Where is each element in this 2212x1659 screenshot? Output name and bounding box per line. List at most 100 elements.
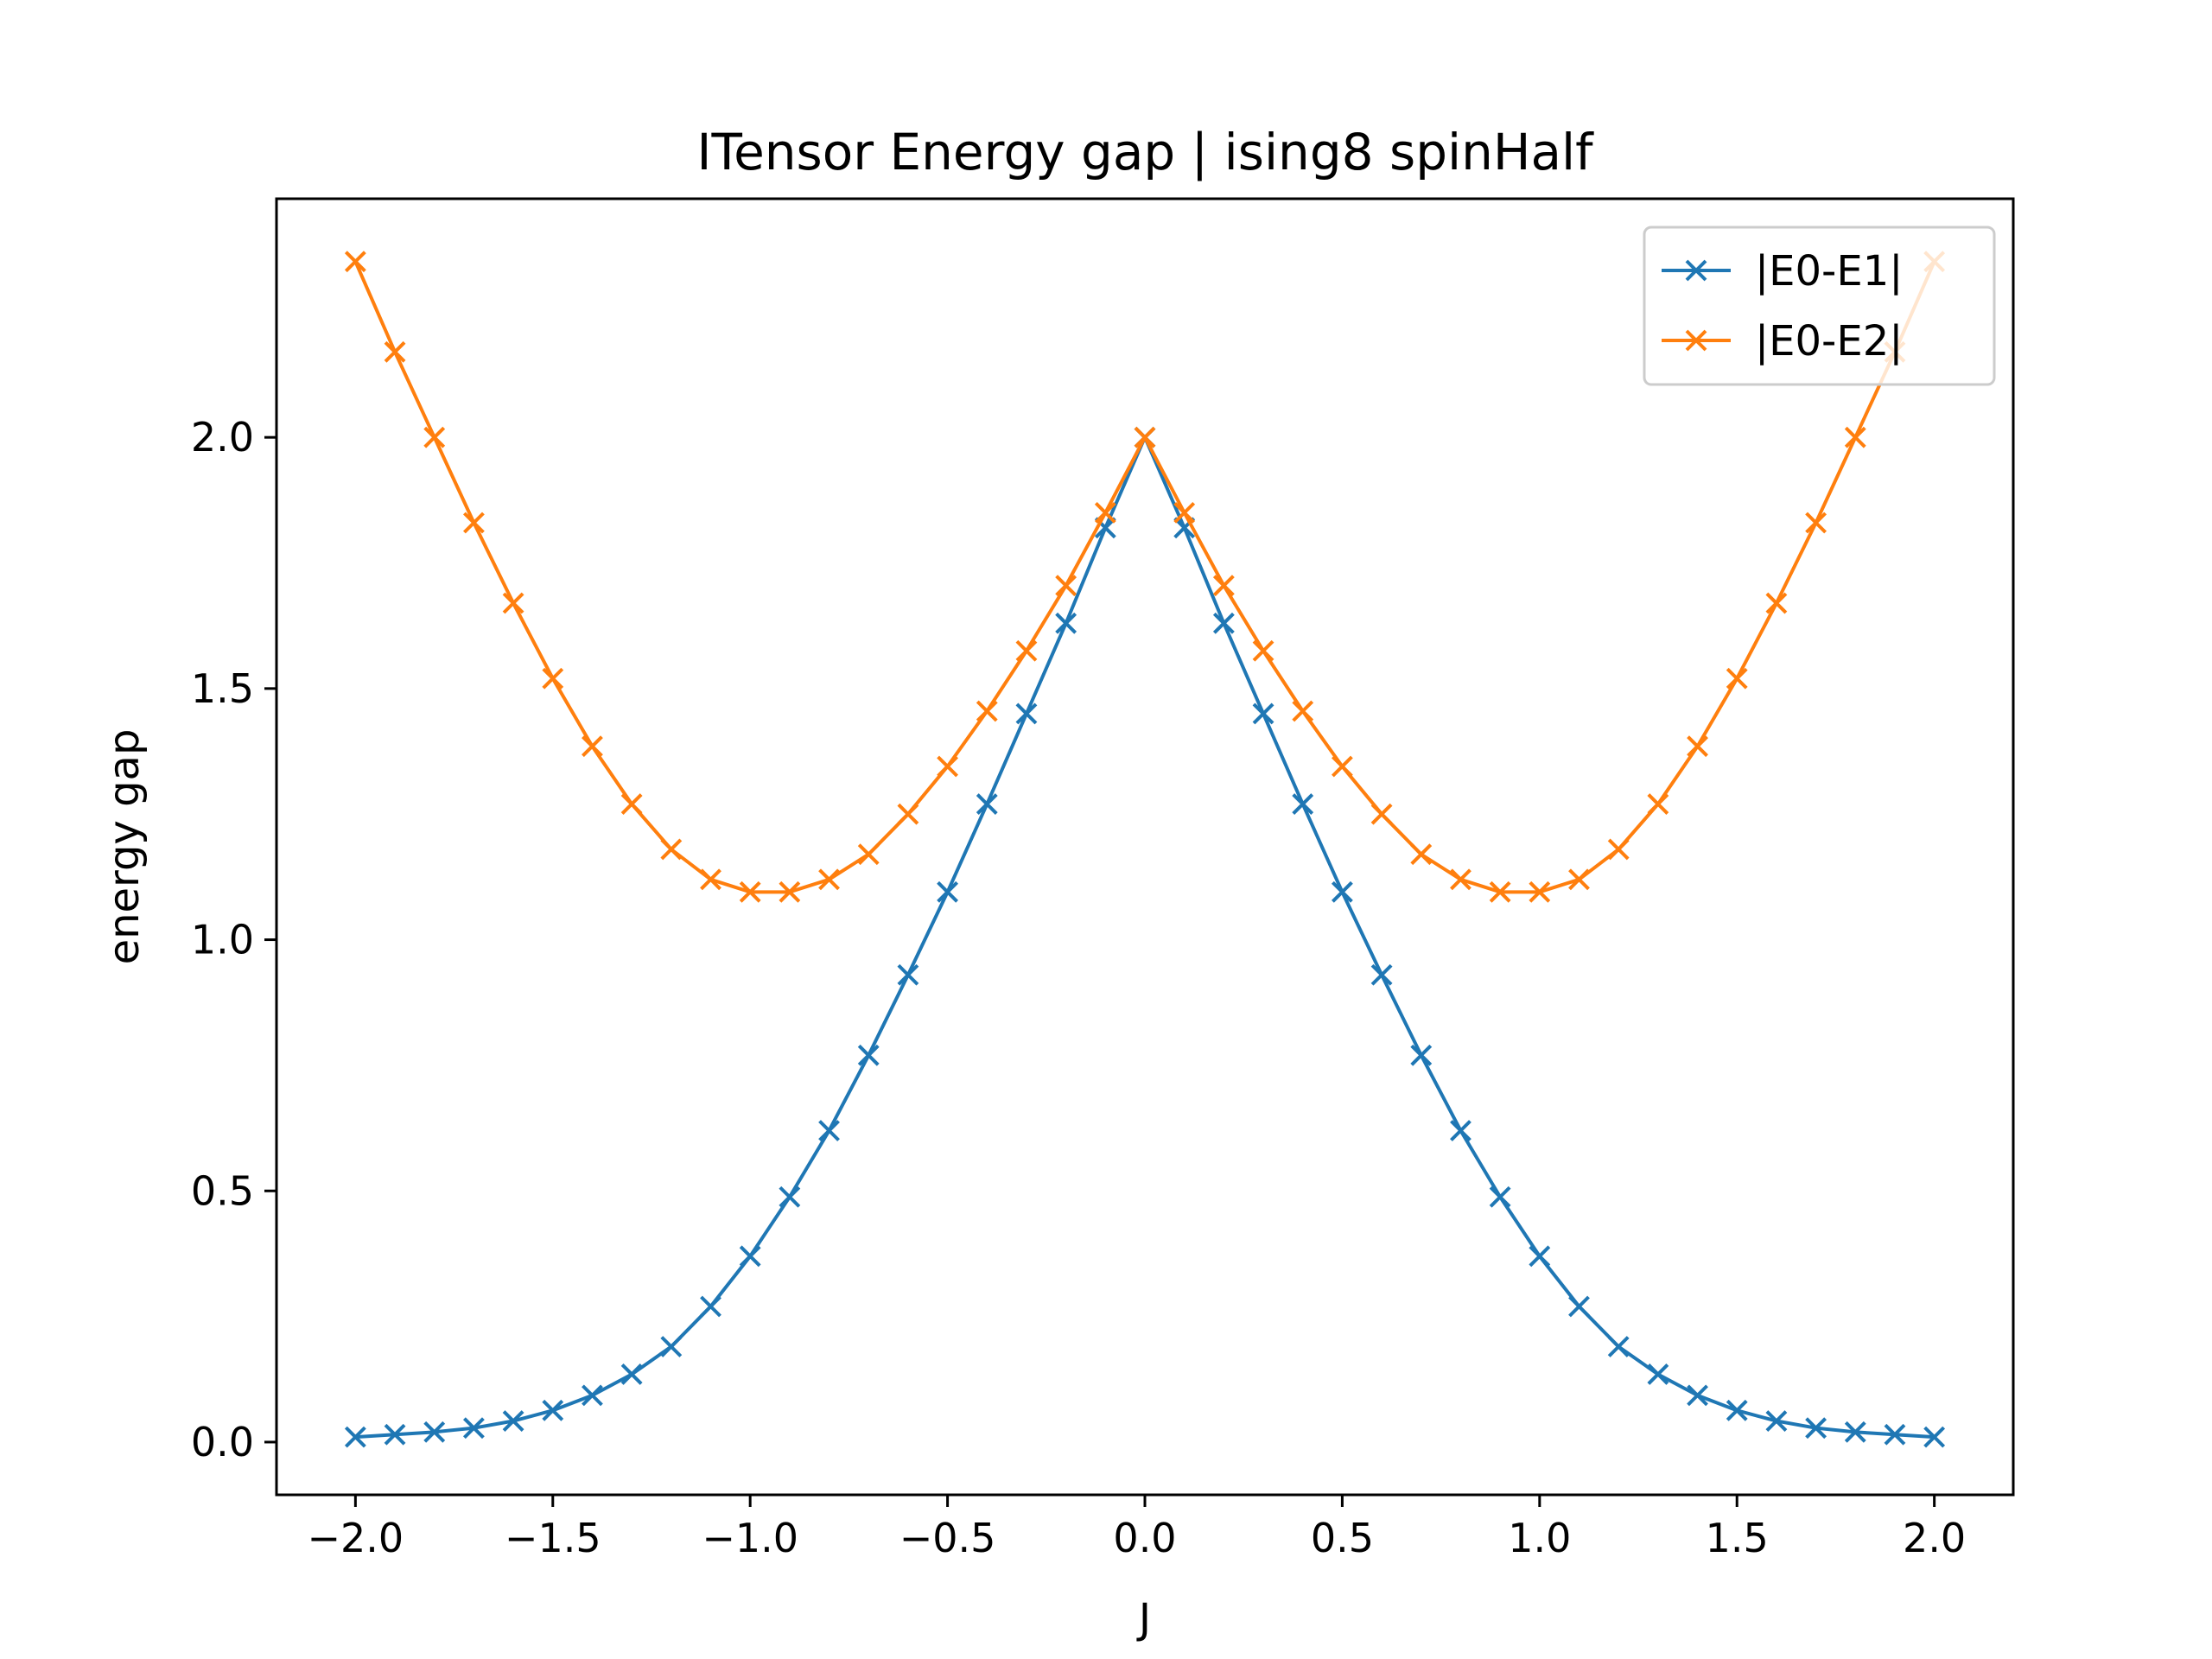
x-tick-label: 1.0 — [1508, 1515, 1571, 1561]
data-point-marker — [1607, 1336, 1630, 1357]
legend-box — [1643, 226, 1996, 386]
data-point-marker — [1015, 702, 1038, 725]
legend-marker — [1685, 329, 1707, 352]
data-point-marker — [660, 1336, 683, 1357]
data-point-marker — [582, 735, 603, 758]
data-point-marker — [1687, 1384, 1708, 1407]
data-point-marker — [384, 1423, 406, 1446]
data-point-marker — [1726, 667, 1748, 690]
data-point-marker — [502, 1410, 524, 1432]
data-point-marker — [1726, 1399, 1748, 1421]
data-point-marker — [779, 880, 801, 903]
x-tick-label: −0.5 — [899, 1515, 996, 1561]
series-layer — [344, 251, 1946, 1448]
data-point-marker — [1884, 1423, 1906, 1446]
data-point-marker — [542, 1399, 564, 1421]
data-point-marker — [779, 1185, 801, 1208]
data-point-marker — [1844, 1421, 1866, 1443]
data-point-marker — [937, 755, 959, 778]
data-point-marker — [1687, 735, 1708, 758]
data-point-marker — [462, 512, 485, 534]
y-tick-label: 1.5 — [191, 665, 254, 712]
data-point-marker — [1647, 793, 1669, 815]
data-point-marker — [1212, 612, 1235, 634]
data-point-marker — [1055, 612, 1077, 634]
data-point-marker — [700, 1295, 721, 1318]
data-point-marker — [1094, 501, 1116, 524]
data-point-marker — [1765, 592, 1788, 614]
data-point-marker — [1331, 880, 1353, 903]
data-point-marker — [739, 1245, 761, 1268]
y-tick-label: 0.5 — [191, 1167, 254, 1214]
data-point-marker — [739, 880, 761, 903]
data-point-marker — [1252, 639, 1274, 662]
data-point-marker — [1647, 1363, 1669, 1385]
data-point-marker — [1489, 880, 1511, 903]
data-point-marker — [818, 868, 840, 891]
data-point-marker — [423, 426, 446, 448]
data-point-marker — [1765, 1410, 1788, 1432]
axes-frame — [275, 197, 2015, 1497]
x-tick-label: 0.5 — [1311, 1515, 1374, 1561]
data-point-marker — [1607, 838, 1630, 861]
data-point-marker — [1568, 868, 1590, 891]
data-point-marker — [660, 838, 683, 861]
legend-label: |E0-E1| — [1755, 247, 1903, 296]
data-point-marker — [1844, 426, 1866, 448]
data-point-marker — [1370, 963, 1393, 986]
data-point-marker — [700, 868, 721, 891]
data-point-marker — [1805, 1417, 1827, 1440]
x-tick-label: 1.5 — [1706, 1515, 1769, 1561]
data-point-marker — [502, 592, 524, 614]
data-point-marker — [1805, 512, 1827, 534]
legend-label: |E0-E2| — [1755, 317, 1903, 365]
data-point-marker — [1489, 1185, 1511, 1208]
data-point-marker — [542, 667, 564, 690]
y-tick-label: 0.0 — [191, 1419, 254, 1465]
series-2 — [344, 251, 1946, 903]
y-tick-label: 1.0 — [191, 917, 254, 963]
data-point-marker — [1292, 700, 1314, 722]
data-point-marker — [1450, 868, 1471, 891]
data-point-marker — [897, 803, 919, 825]
data-point-marker — [423, 1421, 446, 1443]
data-point-marker — [1212, 575, 1235, 597]
data-point-marker — [1529, 880, 1551, 903]
data-point-marker — [344, 1426, 366, 1448]
data-point-marker — [857, 843, 880, 866]
data-point-marker — [462, 1417, 485, 1440]
y-axis-label: energy gap — [100, 729, 149, 965]
x-tick-label: −2.0 — [308, 1515, 404, 1561]
x-tick-label: −1.5 — [505, 1515, 601, 1561]
legend-item-1: |E0-E1| — [1662, 247, 1903, 296]
data-point-marker — [857, 1044, 880, 1066]
data-point-marker — [344, 251, 366, 273]
data-point-marker — [1450, 1120, 1471, 1141]
x-axis-label: J — [1136, 1595, 1151, 1643]
data-point-marker — [976, 700, 998, 722]
y-tick-label: 2.0 — [191, 414, 254, 461]
data-point-marker — [1568, 1295, 1590, 1318]
data-point-marker — [897, 963, 919, 986]
x-tick-label: 0.0 — [1113, 1515, 1176, 1561]
legend-marker — [1685, 259, 1707, 282]
data-point-marker — [1923, 1426, 1946, 1448]
x-tick-label: 2.0 — [1903, 1515, 1966, 1561]
data-point-marker — [937, 880, 959, 903]
data-point-marker — [1134, 426, 1156, 448]
data-point-marker — [1173, 501, 1196, 524]
data-point-marker — [818, 1120, 840, 1141]
data-point-marker — [976, 793, 998, 815]
data-point-marker — [1252, 702, 1274, 725]
data-point-marker — [1331, 755, 1353, 778]
data-point-marker — [1370, 803, 1393, 825]
data-point-marker — [1410, 1044, 1433, 1066]
data-point-marker — [1015, 639, 1038, 662]
legend: |E0-E1| |E0-E2| — [1643, 226, 1996, 386]
data-point-marker — [582, 1384, 603, 1407]
data-point-marker — [620, 793, 643, 815]
x-tick-label: −1.0 — [702, 1515, 798, 1561]
data-point-marker — [1292, 793, 1314, 815]
chart-title: ITensor Energy gap | ising8 spinHalf — [696, 123, 1594, 181]
data-point-marker — [1529, 1245, 1551, 1268]
